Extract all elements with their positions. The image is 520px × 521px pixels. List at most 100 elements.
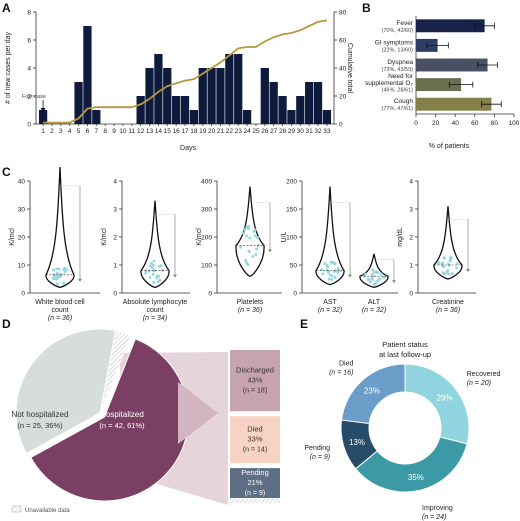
violin-point bbox=[367, 278, 371, 282]
violin-point bbox=[248, 236, 252, 240]
violin-point bbox=[151, 272, 155, 276]
symptom-bar bbox=[416, 58, 488, 72]
daily-cases-bar bbox=[216, 68, 225, 124]
violin-point bbox=[157, 274, 161, 278]
symptom-detail: (77%, 47/61) bbox=[382, 106, 414, 112]
panel-c-ytick-label: 400 bbox=[201, 178, 212, 185]
violin-point bbox=[368, 280, 372, 284]
panel-c-ytick-label: 30 bbox=[18, 206, 26, 213]
violin-point bbox=[245, 234, 249, 238]
breakdown-label: Pending bbox=[241, 468, 269, 477]
violin-outline bbox=[315, 186, 345, 286]
panel-a-xtick-label: 29 bbox=[288, 128, 296, 135]
violin-point bbox=[371, 268, 375, 272]
daily-cases-bar bbox=[278, 96, 287, 124]
panel-a-xtick-label: 19 bbox=[199, 128, 207, 135]
panel-b-xtick-label: 40 bbox=[452, 120, 460, 127]
panel-c-ytick-label: 0 bbox=[409, 290, 413, 297]
daily-cases-bar bbox=[145, 68, 154, 124]
daily-cases-bar bbox=[83, 26, 92, 124]
daily-cases-bar bbox=[225, 54, 234, 124]
panel-label-b: B bbox=[362, 1, 371, 15]
violin-point bbox=[55, 277, 59, 281]
panel-c-ytick-label: 20 bbox=[18, 234, 26, 241]
violin-point bbox=[147, 269, 151, 273]
violin-point bbox=[148, 275, 152, 279]
violin-outline bbox=[45, 166, 75, 289]
violin-group-label: count bbox=[146, 307, 163, 314]
hospitalized-sub: (n = 42, 61%) bbox=[99, 421, 145, 430]
violin-point bbox=[57, 267, 61, 271]
status-pct: 29% bbox=[436, 393, 452, 402]
panel-c-ytick-label: 200 bbox=[201, 234, 212, 241]
daily-cases-bar bbox=[74, 82, 83, 124]
panel-c-ylabel: K/mcl bbox=[101, 228, 108, 246]
hospitalized-slice bbox=[30, 338, 189, 502]
violin-point bbox=[243, 228, 247, 232]
violin-point bbox=[333, 275, 337, 279]
violin-point bbox=[247, 249, 251, 253]
not-hospitalized-slice bbox=[15, 328, 117, 455]
panel-a-xtick-label: 31 bbox=[306, 128, 314, 135]
violin-point bbox=[455, 262, 459, 266]
breakdown-label: Died bbox=[247, 425, 262, 434]
panel-a-xtick-label: 8 bbox=[103, 128, 107, 135]
symptom-label: supplemental O₂ bbox=[365, 80, 414, 87]
status-label: Recovered bbox=[467, 371, 501, 378]
panel-a-y2tick-label: 0 bbox=[339, 122, 343, 129]
first-case-arrowhead bbox=[40, 108, 46, 112]
panel-a-y2tick-label: 60 bbox=[339, 38, 347, 45]
violin-point bbox=[58, 275, 62, 279]
daily-cases-bar bbox=[154, 54, 163, 124]
breakdown-n: (n = 18) bbox=[243, 388, 267, 395]
violin-point bbox=[52, 268, 56, 272]
breakdown-segment bbox=[230, 468, 280, 498]
status-slice bbox=[340, 363, 406, 425]
panel-c-ytick-label: 100 bbox=[201, 262, 212, 269]
violin-group-label: Platelets bbox=[237, 299, 264, 306]
panel-c-ytick-label: 0 bbox=[21, 290, 25, 297]
panel-c-ytick-label: 4 bbox=[113, 178, 117, 185]
panel-c-ylabel: mg/dL bbox=[397, 227, 404, 247]
panel-label-c: C bbox=[2, 165, 11, 179]
panel-a-xtick-label: 26 bbox=[261, 128, 269, 135]
panel-a-xtick-label: 12 bbox=[137, 128, 145, 135]
panel-c-ytick-label: 0 bbox=[113, 290, 117, 297]
violin-point bbox=[252, 229, 256, 233]
daily-cases-bar bbox=[269, 82, 278, 124]
symptom-bar bbox=[416, 97, 492, 111]
not-hospitalized-label: Not hospitalized bbox=[12, 410, 69, 419]
symptom-bar bbox=[416, 19, 485, 33]
panel-c-ytick-label: 1 bbox=[409, 262, 413, 269]
panel-c-ytick-label: 3 bbox=[409, 206, 413, 213]
violin-point bbox=[244, 258, 248, 262]
panel-c-ytick-label: 0 bbox=[293, 290, 297, 297]
breakdown-segment bbox=[230, 416, 280, 464]
symptom-detail: (73%, 43/59) bbox=[382, 67, 414, 73]
symptom-label: GI symptoms bbox=[375, 39, 414, 46]
violin-point bbox=[455, 266, 459, 270]
panel-a-xlabel: Days bbox=[180, 145, 196, 152]
status-pct: 13% bbox=[349, 438, 365, 447]
unavailable-slice bbox=[99, 329, 132, 414]
violin-group-n: (n = 36) bbox=[436, 307, 460, 314]
panel-a-xtick-label: 2 bbox=[50, 128, 54, 135]
panel-label-d: D bbox=[2, 317, 11, 331]
breakdown-label: Discharged bbox=[236, 366, 274, 375]
panel-b-xtick-label: 80 bbox=[491, 120, 499, 127]
panel-a-xtick-label: 10 bbox=[119, 128, 127, 135]
violin-group-label: Absolute lymphocyte bbox=[123, 299, 188, 306]
panel-c-ytick-label: 3 bbox=[113, 206, 117, 213]
daily-cases-bar bbox=[305, 82, 314, 124]
violin-point bbox=[328, 273, 332, 277]
violin-point bbox=[442, 265, 446, 269]
status-n: (n = 16) bbox=[329, 369, 353, 376]
violin-point bbox=[150, 266, 154, 270]
violin-point bbox=[56, 282, 60, 286]
panel-a-xtick-label: 14 bbox=[155, 128, 163, 135]
daily-cases-bar bbox=[313, 82, 323, 124]
panel-a-y2tick-label: 80 bbox=[339, 10, 347, 17]
panel-b-xtick-label: 60 bbox=[471, 120, 479, 127]
breakdown-unavailable bbox=[230, 499, 280, 503]
panel-a-xtick-label: 6 bbox=[86, 128, 90, 135]
